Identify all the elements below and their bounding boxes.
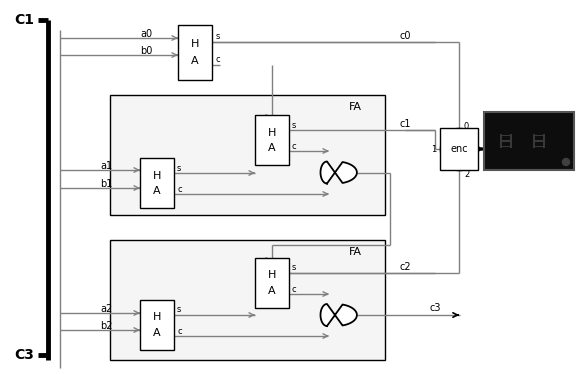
Text: c: c [177, 327, 182, 335]
Text: C3: C3 [14, 348, 34, 362]
Text: c: c [177, 184, 182, 193]
Text: c1: c1 [399, 119, 411, 129]
Polygon shape [321, 304, 357, 326]
Bar [255, 115, 289, 165]
Bar [500, 140, 501, 148]
Text: A: A [153, 328, 161, 337]
Bar [500, 134, 501, 142]
Text: a2: a2 [100, 304, 113, 314]
Bar [502, 146, 510, 147]
Bar [484, 112, 574, 170]
Bar [110, 95, 385, 215]
Text: c: c [215, 55, 220, 64]
Text: FA: FA [349, 247, 361, 257]
Bar [110, 240, 385, 360]
Text: A: A [191, 56, 199, 66]
Text: b1: b1 [100, 179, 113, 189]
Text: enc: enc [450, 144, 468, 154]
Bar [178, 25, 212, 80]
Text: 1: 1 [431, 144, 436, 153]
Text: b0: b0 [140, 46, 152, 56]
Bar [543, 140, 545, 148]
Text: c: c [292, 285, 297, 294]
Text: b2: b2 [100, 321, 113, 331]
Bar [510, 140, 511, 148]
Bar [502, 135, 510, 136]
Text: s: s [216, 32, 220, 41]
Bar [543, 134, 545, 142]
Text: H: H [268, 128, 276, 138]
Text: H: H [268, 270, 276, 280]
Text: H: H [191, 39, 199, 49]
Bar [533, 140, 535, 148]
Bar [533, 134, 535, 142]
Text: FA: FA [349, 102, 361, 112]
Bar [510, 134, 511, 142]
Text: H: H [153, 171, 161, 181]
Text: c3: c3 [429, 303, 441, 313]
Bar [440, 128, 478, 170]
Text: 2: 2 [464, 169, 469, 178]
Text: c0: c0 [399, 31, 411, 40]
Bar [140, 158, 174, 208]
Text: a0: a0 [140, 29, 152, 39]
Text: c: c [292, 141, 297, 150]
Bar [502, 140, 510, 142]
Polygon shape [321, 162, 357, 184]
Text: c2: c2 [399, 262, 411, 272]
Text: A: A [268, 142, 276, 153]
Text: H: H [153, 313, 161, 322]
Bar [255, 258, 289, 308]
Text: s: s [292, 120, 296, 129]
Bar [535, 135, 543, 136]
Bar [535, 146, 543, 147]
Text: A: A [153, 186, 161, 196]
Text: A: A [268, 285, 276, 295]
Text: a1: a1 [100, 161, 112, 171]
Bar [535, 140, 543, 142]
Bar [140, 300, 174, 350]
Text: 0: 0 [464, 122, 469, 131]
Text: C1: C1 [14, 13, 34, 27]
Text: s: s [177, 306, 181, 315]
Circle shape [563, 159, 570, 166]
Text: s: s [177, 163, 181, 172]
Text: s: s [292, 264, 296, 273]
